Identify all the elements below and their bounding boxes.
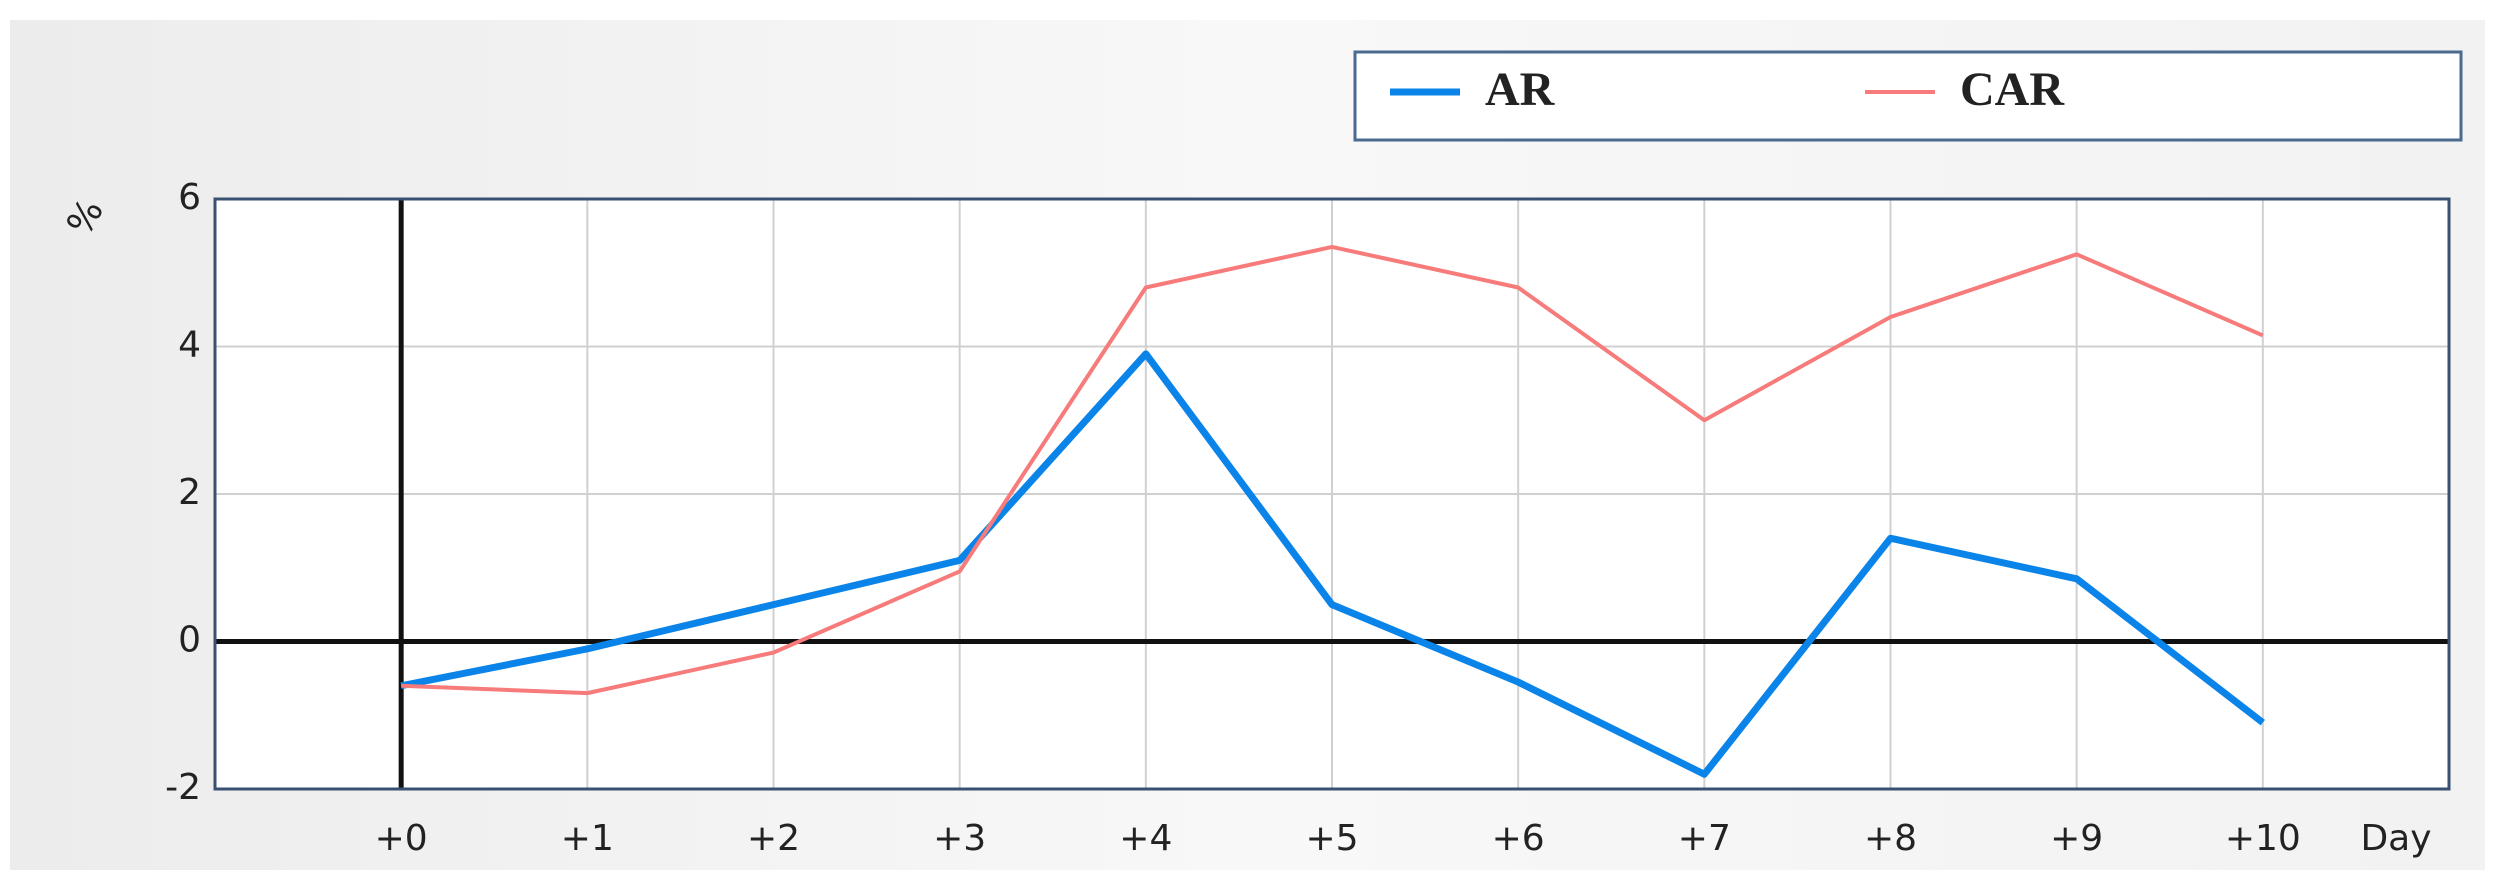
x-tick-label: +9 [2050,818,2103,859]
x-tick-label: +3 [933,818,986,859]
x-axis-label: Day [2360,818,2431,859]
y-tick-label: -2 [165,767,201,808]
x-tick-label: +1 [561,818,614,859]
legend-label: AR [1485,63,1556,116]
y-tick-label: 2 [178,472,201,513]
legend-box [1353,50,2463,142]
plot-border [213,197,2451,791]
y-tick-label: 6 [178,177,201,218]
line-series [401,244,2264,696]
legend-label: CAR [1960,63,2065,116]
x-tick-label: +4 [1119,818,1172,859]
y-tick-label: 0 [178,620,201,661]
x-tick-label: +0 [375,818,428,859]
x-tick-label: +2 [747,818,800,859]
y-tick-label: 4 [178,325,201,366]
line-series [400,350,2265,778]
x-tick-label: +10 [2225,818,2301,859]
x-tick-label: +5 [1305,818,1358,859]
x-tick-label: +6 [1492,818,1545,859]
x-tick-label: +8 [1864,818,1917,859]
x-tick-label: +7 [1678,818,1731,859]
